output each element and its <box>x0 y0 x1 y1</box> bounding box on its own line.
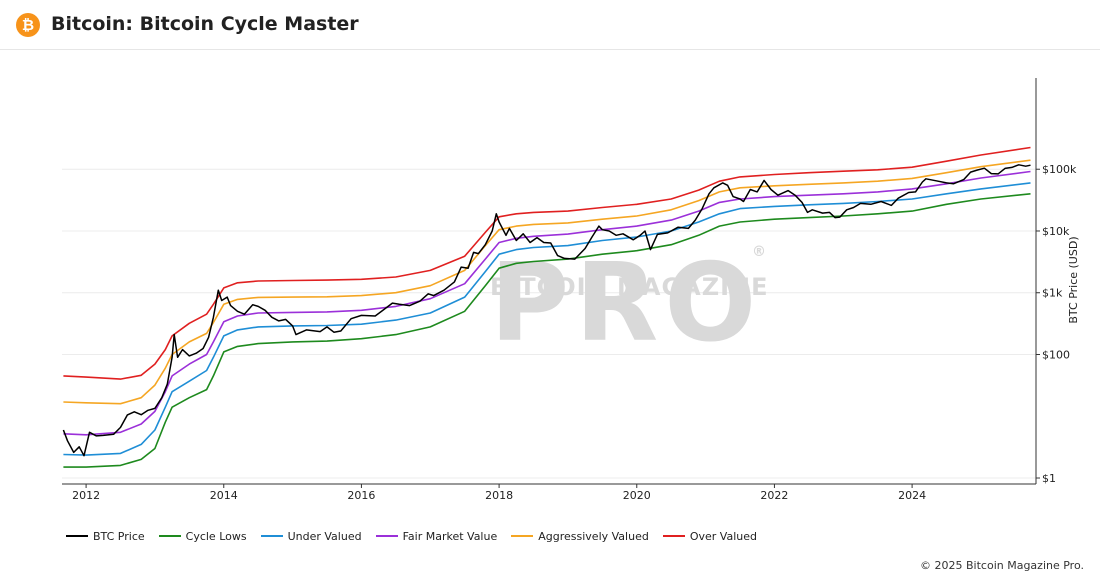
chart-series <box>62 146 1031 468</box>
series-line-over-valued <box>63 146 1031 380</box>
watermark: BITCOIN MAGAZINE PRO ® <box>490 241 769 366</box>
watermark-main-text: PRO <box>490 241 762 366</box>
series-line-fair-market-value <box>63 170 1031 436</box>
x-tick-label: 2024 <box>898 489 926 502</box>
legend-item-cycle-lows[interactable]: Cycle Lows <box>158 529 247 543</box>
series-line-btc-price <box>62 164 1031 457</box>
page-header: ₿ Bitcoin: Bitcoin Cycle Master <box>0 0 1100 50</box>
y-tick-label: $1 <box>1042 472 1056 485</box>
bitcoin-logo-icon: ₿ <box>16 13 40 37</box>
y-tick-label: $100k <box>1042 163 1077 176</box>
x-tick-label: 2016 <box>347 489 375 502</box>
legend-swatch <box>158 535 181 537</box>
y-tick-label: $1k <box>1042 287 1063 300</box>
chart-grid <box>62 168 1036 479</box>
y-tick-label: $10k <box>1042 225 1070 238</box>
legend-swatch <box>375 535 398 537</box>
x-tick-label: 2022 <box>760 489 788 502</box>
y-tick-label: $100 <box>1042 348 1070 361</box>
series-line-cycle-lows <box>63 193 1031 468</box>
legend-label: Cycle Lows <box>185 529 247 543</box>
y-axis-title: BTC Price (USD) <box>1067 236 1080 323</box>
x-tick-label: 2012 <box>72 489 100 502</box>
chart: BITCOIN MAGAZINE PRO ® $1 $100 $1k $10k $100… <box>62 78 1080 502</box>
x-tick-label: 2014 <box>210 489 238 502</box>
series-line-aggressively-valued <box>63 159 1031 405</box>
legend-item-over-valued[interactable]: Over Valued <box>662 529 757 543</box>
legend-label: BTC Price <box>93 529 145 543</box>
legend-label: Fair Market Value <box>402 529 498 543</box>
chart-legend: BTC Price Cycle Lows Under Valued Fair Mark… <box>66 529 771 543</box>
x-tick-label: 2020 <box>623 489 651 502</box>
legend-label: Aggressively Valued <box>538 529 649 543</box>
legend-item-fair-market-value[interactable]: Fair Market Value <box>375 529 498 543</box>
page-title: Bitcoin: Bitcoin Cycle Master <box>51 13 359 35</box>
legend-swatch <box>662 535 685 537</box>
legend-label: Under Valued <box>287 529 362 543</box>
legend-item-aggressively-valued[interactable]: Aggressively Valued <box>511 530 649 543</box>
legend-swatch <box>66 535 88 537</box>
watermark-registered-mark: ® <box>752 244 766 260</box>
watermark-top-text: BITCOIN MAGAZINE <box>490 273 769 301</box>
legend-item-btc-price[interactable]: BTC Price <box>66 530 145 543</box>
chart-axes: $1 $100 $1k $10k $100k 2012 2014 2016 2018 2020 20… <box>62 78 1077 502</box>
legend-label: Over Valued <box>689 529 757 543</box>
legend-item-under-valued[interactable]: Under Valued <box>260 529 362 543</box>
legend-swatch <box>511 535 534 537</box>
legend-swatch <box>260 535 283 537</box>
x-tick-label: 2018 <box>485 489 513 502</box>
copyright-text: © 2025 Bitcoin Magazine Pro. <box>920 559 1084 572</box>
